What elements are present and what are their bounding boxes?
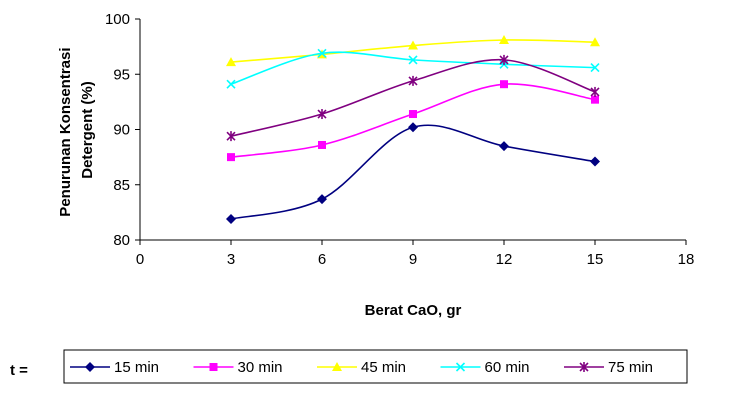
x-tick-label: 15: [587, 251, 604, 268]
data-point: [590, 37, 600, 47]
x-tick-label: 18: [678, 251, 695, 268]
data-point: [226, 214, 236, 225]
data-point: [226, 79, 236, 89]
legend-item: 30 min: [193, 359, 283, 376]
data-point: [499, 34, 509, 44]
legend-label: 45 min: [361, 359, 406, 376]
data-point: [226, 57, 236, 67]
legend-item: 60 min: [440, 359, 530, 376]
x-ticks: 0 3 6 9 12 15 18: [136, 240, 695, 268]
data-point: [317, 194, 327, 205]
legend-marker: [209, 363, 218, 371]
data-point: [499, 54, 509, 65]
legend-marker: [455, 362, 466, 372]
legend-label: 30 min: [238, 359, 283, 376]
data-point: [318, 140, 326, 149]
y-axis-label-line-2: Detergent (%): [79, 81, 96, 179]
y-tick-label: 100: [105, 11, 130, 28]
legend-item: 75 min: [564, 359, 653, 376]
legend-marker: [579, 362, 589, 372]
x-axis-label: Berat CaO, gr: [365, 302, 462, 319]
data-point: [408, 122, 418, 133]
x-tick-label: 3: [227, 251, 235, 268]
series-30-min: [227, 80, 599, 162]
series-45-min: [226, 34, 600, 67]
data-point: [227, 153, 235, 162]
legend-label: 15 min: [114, 359, 159, 376]
data-point: [408, 75, 418, 86]
data-point: [408, 40, 418, 50]
y-ticks: 80 85 90 95 100: [105, 11, 140, 249]
data-point: [499, 141, 509, 152]
legend-item: 45 min: [317, 359, 406, 376]
y-tick-label: 80: [113, 232, 130, 249]
data-point: [317, 48, 327, 58]
legend-prefix: t =: [10, 362, 28, 379]
data-point: [408, 55, 418, 65]
data-point: [590, 63, 600, 73]
legend-marker: [332, 362, 342, 371]
legend: 15 min 30 min 45 min 60 min 75 min: [63, 349, 688, 384]
data-point: [590, 156, 600, 167]
data-point: [500, 80, 508, 89]
series-layer: [226, 34, 600, 225]
x-tick-label: 0: [136, 251, 144, 268]
y-tick-label: 85: [113, 177, 130, 194]
data-point: [317, 109, 327, 120]
legend-label: 75 min: [608, 359, 653, 376]
data-point: [409, 110, 417, 119]
y-axis-label-line-1: Penurunan Konsentrasi: [57, 47, 74, 216]
legend-label: 60 min: [485, 359, 530, 376]
series-75-min: [226, 54, 600, 142]
x-tick-label: 6: [318, 251, 326, 268]
series-line: [230, 83, 596, 158]
data-point: [226, 131, 236, 142]
series-15-min: [226, 122, 600, 225]
legend-marker: [85, 362, 95, 372]
data-point: [591, 95, 599, 104]
y-tick-label: 95: [113, 66, 130, 83]
y-axis-label: Penurunan Konsentrasi Detergent (%): [57, 43, 96, 216]
x-tick-label: 12: [496, 251, 513, 268]
legend-item: 15 min: [70, 359, 159, 376]
series-line: [230, 124, 596, 220]
data-point: [590, 86, 600, 97]
x-tick-label: 9: [409, 251, 417, 268]
y-tick-label: 90: [113, 122, 130, 139]
